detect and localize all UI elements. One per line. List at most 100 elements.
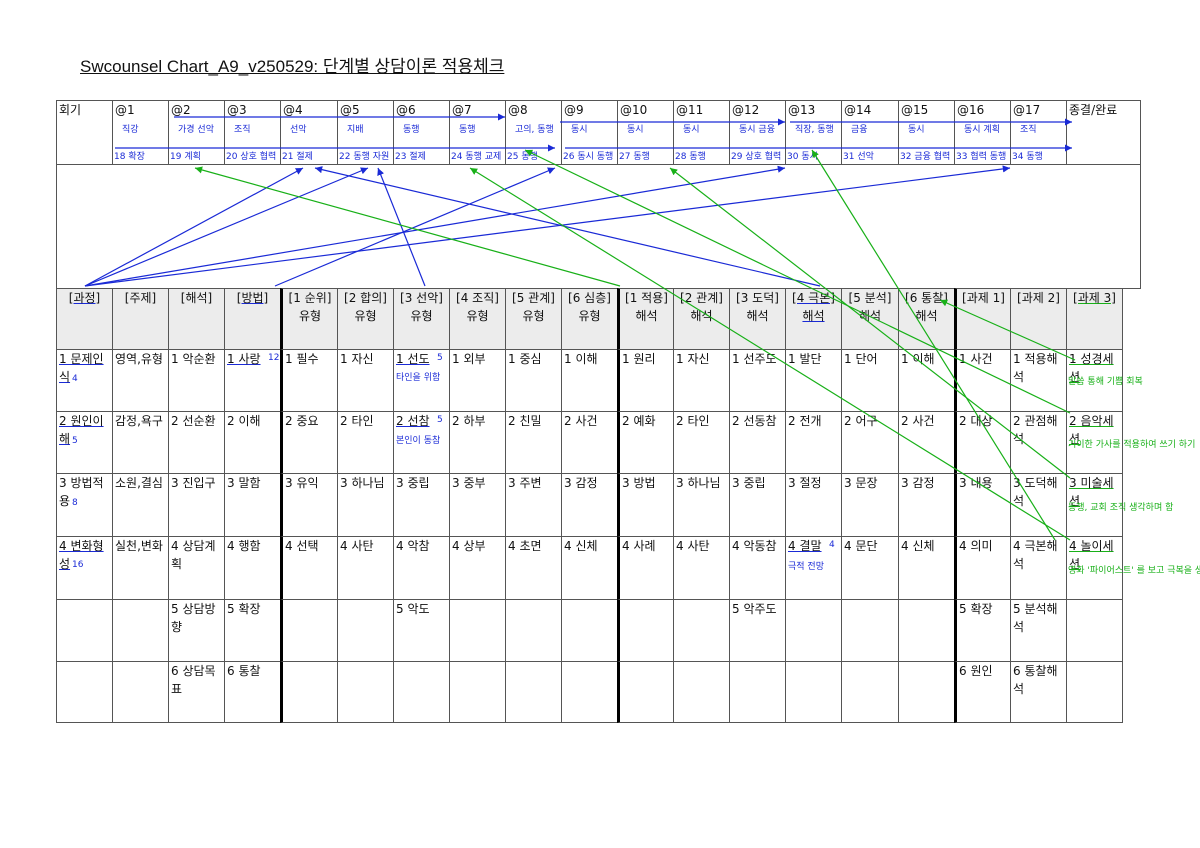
handwritten-session-note: 19 계획 [170, 152, 201, 162]
table-cell [841, 599, 899, 662]
handwritten-session-note: 동시 금융 [739, 125, 775, 135]
table-cell: 4 신체 [561, 536, 618, 600]
table-cell: 1 자신 [337, 349, 394, 412]
table-cell: 1 단어 [841, 349, 899, 412]
table-cell [673, 599, 730, 662]
table-cell [337, 661, 394, 723]
table-cell: 1 사건 [954, 349, 1011, 412]
handwritten-session-note: 34 동행 [1012, 152, 1043, 162]
table-cell: 1 선주도 [729, 349, 786, 412]
column-header: [4 조직] 유형 [449, 288, 506, 350]
table-cell: 5 확장 [954, 599, 1011, 662]
column-header: [방법] [224, 288, 281, 350]
column-header: [3 선악] 유형 [393, 288, 450, 350]
table-cell: 실천,변화 [112, 536, 169, 600]
table-cell: 3 문장 [841, 473, 899, 537]
session-cell: @3 [224, 100, 281, 165]
table-cell: 6 통찰해석 [1010, 661, 1067, 723]
table-cell: 3 감정 [561, 473, 618, 537]
table-cell: 감정,욕구 [112, 411, 169, 474]
handwritten-count: 8 [72, 498, 78, 508]
table-cell: 3 절정 [785, 473, 842, 537]
handwritten-note: 동행, 교회 조직 생각하며 함 [1068, 503, 1174, 513]
table-cell [673, 661, 730, 723]
session-cell: @2 [168, 100, 225, 165]
counsel-chart-table: 회기 @1 @2 @3 @4 @5 @6 @7 @8 @9 @10 @11 @12 @13 @14 @15 @1… [56, 100, 1200, 723]
handwritten-session-note: 22 동행 자원 [339, 152, 390, 162]
handwritten-session-note: 33 협력 동행 [956, 152, 1007, 162]
table-cell: 3 내용 [954, 473, 1011, 537]
handwritten-session-note: 동행 [459, 125, 476, 135]
handwritten-session-note: 금융 [851, 125, 868, 135]
column-header: [과정] [56, 288, 113, 350]
table-cell: 2 전개 [785, 411, 842, 474]
table-cell: 4 변화형성 [56, 536, 113, 600]
table-cell: 4 악동참 [729, 536, 786, 600]
column-header: [5 관계] 유형 [505, 288, 562, 350]
table-cell: 3 하나님 [337, 473, 394, 537]
table-cell: 3 주변 [505, 473, 562, 537]
handwritten-count: 12 [268, 353, 280, 363]
session-cell: @5 [337, 100, 394, 165]
session-cell: @7 [449, 100, 506, 165]
table-cell: 4 신체 [898, 536, 955, 600]
table-cell: 1 문제인식 [56, 349, 113, 412]
column-header: [주제] [112, 288, 169, 350]
handwritten-session-note: 동시 [908, 125, 925, 135]
table-cell: 5 확장 [224, 599, 281, 662]
table-cell: 5 분석해석 [1010, 599, 1067, 662]
table-cell [729, 661, 786, 723]
table-cell [449, 599, 506, 662]
handwritten-session-note: 28 동행 [675, 152, 706, 162]
table-cell: 4 악참 [393, 536, 450, 600]
table-cell [785, 599, 842, 662]
table-cell [449, 661, 506, 723]
table-cell [561, 661, 618, 723]
table-cell [505, 599, 562, 662]
table-cell: 3 중립 [393, 473, 450, 537]
table-cell [617, 661, 674, 723]
table-cell: 5 악도 [393, 599, 450, 662]
handwritten-session-note: 조직 [1020, 125, 1037, 135]
table-cell: 4 문단 [841, 536, 899, 600]
table-cell: 1 이해 [898, 349, 955, 412]
table-cell [393, 661, 450, 723]
session-row-label: 회기 [56, 100, 113, 165]
table-cell: 1 악순환 [168, 349, 225, 412]
handwritten-session-note: 조직 [234, 125, 251, 135]
handwritten-note: 본인이 동참 [396, 436, 441, 446]
column-header: [6 통찰] 해석 [898, 288, 955, 350]
table-cell [841, 661, 899, 723]
handwritten-count: 5 [437, 353, 443, 363]
handwritten-session-note: 30 동시 [787, 152, 818, 162]
table-cell: 2 친밀 [505, 411, 562, 474]
table-cell: 1 사랑 [224, 349, 281, 412]
table-cell: 6 원인 [954, 661, 1011, 723]
table-cell: 4 극본해석 [1010, 536, 1067, 600]
table-cell: 2 대상 [954, 411, 1011, 474]
table-cell: 3 도덕해석 [1010, 473, 1067, 537]
handwritten-session-note: 24 동행 교제 [451, 152, 502, 162]
table-cell: 3 방법 [617, 473, 674, 537]
table-cell [280, 599, 338, 662]
handwritten-note: 말씀 통해 기쁨 회복 [1068, 377, 1143, 387]
table-cell: 1 자신 [673, 349, 730, 412]
table-cell [56, 599, 113, 662]
handwritten-session-note: 가경 선악 [178, 125, 214, 135]
column-header: [3 도덕] 해석 [729, 288, 786, 350]
table-cell: 3 방법적용 [56, 473, 113, 537]
table-cell: 4 사탄 [337, 536, 394, 600]
table-cell [505, 661, 562, 723]
handwritten-session-note: 선악 [290, 125, 307, 135]
handwritten-session-note: 직강 [122, 125, 139, 135]
table-cell: 4 사례 [617, 536, 674, 600]
column-header: [1 순위] 유형 [280, 288, 338, 350]
column-header: [과제 3] [1066, 288, 1123, 350]
table-cell: 4 초면 [505, 536, 562, 600]
table-cell: 1 이해 [561, 349, 618, 412]
handwritten-session-note: 동행 [403, 125, 420, 135]
table-cell: 2 중요 [280, 411, 338, 474]
handwritten-session-note: 18 확장 [114, 152, 145, 162]
table-cell [56, 661, 113, 723]
table-cell: 2 이해 [224, 411, 281, 474]
